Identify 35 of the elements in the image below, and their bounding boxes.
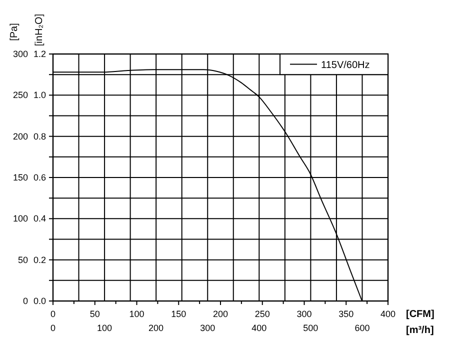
y2-tick-label: 1.0 <box>33 90 46 100</box>
x-tick-label: 250 <box>254 309 270 319</box>
y2-axis-title: [inH₂O] <box>34 14 45 46</box>
x2-tick-label: 100 <box>97 323 112 333</box>
x2-tick-label: 300 <box>200 323 216 333</box>
legend-label: 115V/60Hz <box>321 60 370 71</box>
x-axis-title: [CFM] <box>406 309 434 320</box>
y-tick-label: 200 <box>12 131 28 142</box>
x-tick-label: 200 <box>212 309 228 319</box>
y2-tick-label: 1.2 <box>33 49 46 59</box>
x2-tick-label: 600 <box>354 323 370 333</box>
y2-tick-label: 0.2 <box>33 254 46 265</box>
x2-tick-label: 0 <box>50 323 56 333</box>
y-tick-label: 0 <box>22 296 28 306</box>
x2-tick-label: 200 <box>148 323 164 333</box>
y-tick-label: 50 <box>18 254 28 265</box>
x-tick-label: 350 <box>338 309 354 319</box>
y-tick-label: 150 <box>12 172 28 182</box>
x-tick-label: 50 <box>90 309 100 319</box>
x-tick-label: 150 <box>171 309 186 319</box>
x-tick-label: 100 <box>129 309 144 319</box>
y-axis-title: [Pa] <box>9 22 20 41</box>
x-tick-label: 400 <box>380 309 396 319</box>
y-tick-label: 100 <box>12 214 28 224</box>
y2-tick-label: 0.4 <box>33 214 46 224</box>
x2-axis-title: [m³/h] <box>406 325 434 336</box>
y-tick-label: 300 <box>12 49 28 59</box>
y-tick-label: 250 <box>12 90 28 100</box>
x-tick-label: 0 <box>50 309 56 319</box>
y2-tick-label: 0.8 <box>33 131 46 142</box>
y2-tick-label: 0.0 <box>33 296 46 306</box>
x2-tick-label: 500 <box>303 323 318 333</box>
y2-tick-label: 0.6 <box>33 172 46 182</box>
x2-tick-label: 400 <box>252 323 267 333</box>
x-tick-label: 300 <box>296 309 312 319</box>
